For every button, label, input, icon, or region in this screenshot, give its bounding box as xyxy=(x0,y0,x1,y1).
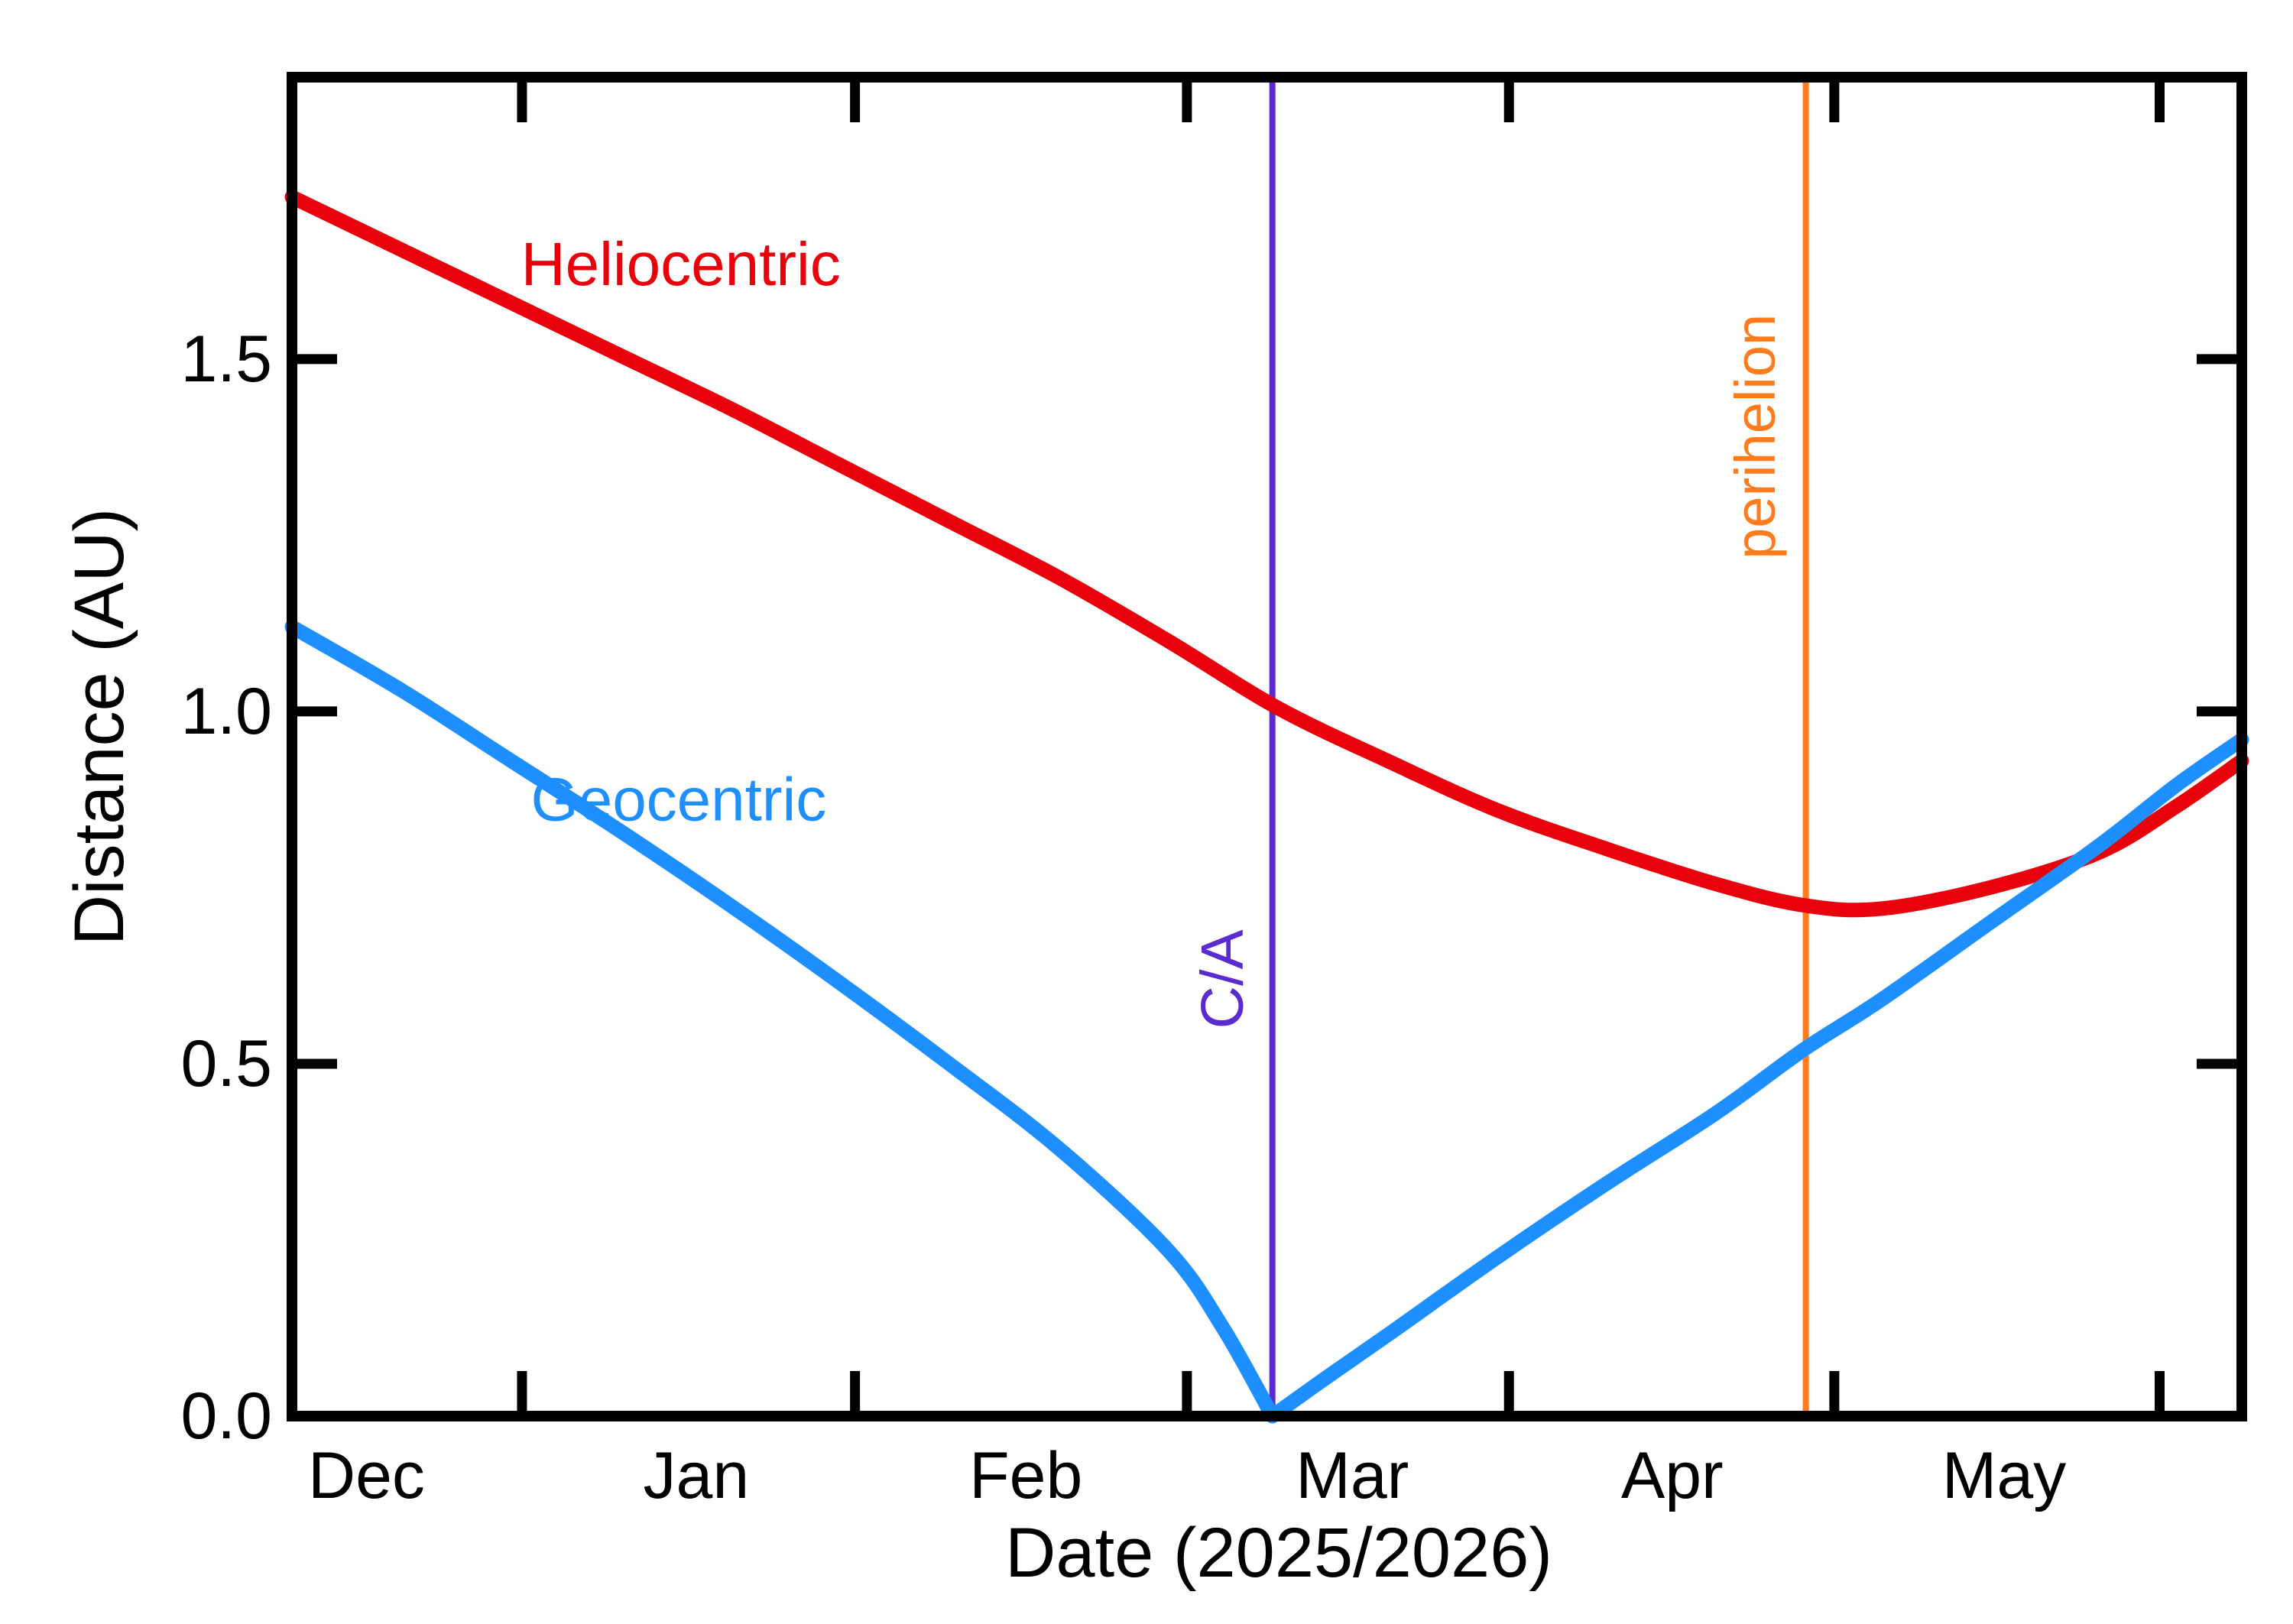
event-label-perihelion: perihelion xyxy=(1724,314,1787,559)
geocentric-curve xyxy=(284,619,1280,1424)
x-month-label-jan: Jan xyxy=(643,1439,749,1512)
curves-layer xyxy=(284,190,2249,1424)
x-month-label-mar: Mar xyxy=(1296,1439,1409,1512)
y-axis-title: Distance (AU) xyxy=(60,508,138,946)
heliocentric-curve xyxy=(284,190,2249,918)
x-month-label-feb: Feb xyxy=(969,1439,1082,1512)
x-axis-title: Date (2025/2026) xyxy=(1005,1514,1552,1592)
event-label-c-a: C/A xyxy=(1189,929,1256,1029)
geocentric-curve-label: Geocentric xyxy=(530,766,826,834)
y-tick-label: 1.5 xyxy=(180,323,272,396)
event-lines-layer xyxy=(1269,77,1809,1416)
x-month-label-apr: Apr xyxy=(1621,1439,1724,1512)
labels-layer: C/A perihelion Heliocentric Geocentric 0.0 0.… xyxy=(180,230,2066,1512)
plot-frame-layer xyxy=(287,72,2247,1421)
heliocentric-curve-label: Heliocentric xyxy=(521,230,841,298)
y-tick-label: 1.0 xyxy=(180,675,272,748)
plot-border xyxy=(287,72,2247,1421)
geocentric-curve xyxy=(1265,732,2249,1424)
x-month-label-dec: Dec xyxy=(308,1439,425,1512)
y-tick-label: 0.5 xyxy=(180,1027,272,1100)
x-month-label-may: May xyxy=(1942,1439,2066,1512)
y-tick-label: 0.0 xyxy=(180,1379,272,1453)
